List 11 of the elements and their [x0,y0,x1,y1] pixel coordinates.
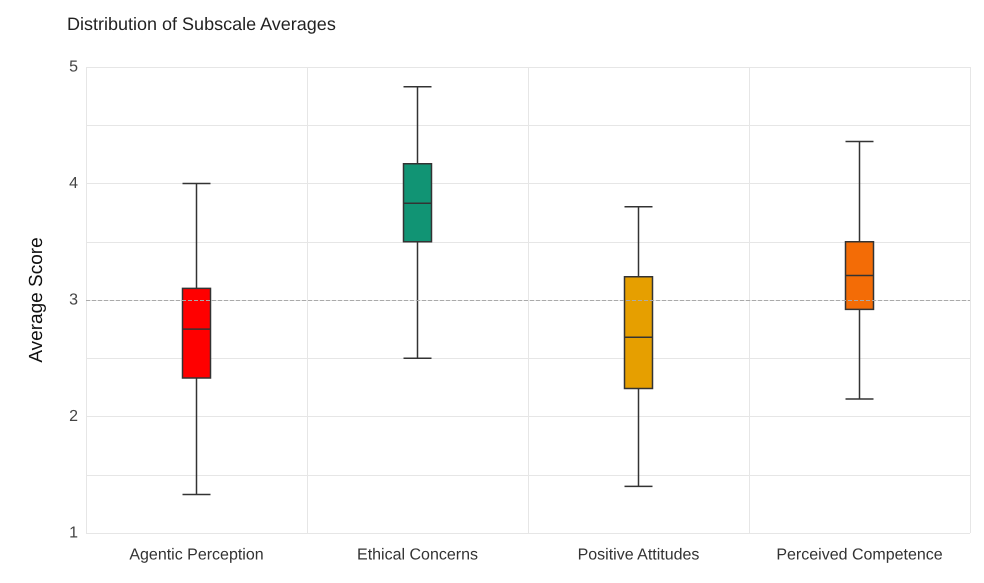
x-tick-label: Ethical Concerns [357,546,478,564]
x-tick-label: Positive Attitudes [578,546,700,564]
y-tick-label: 2 [69,408,78,425]
y-tick-label: 1 [69,524,78,542]
y-tick-label: 4 [69,175,78,192]
y-tick-label: 5 [69,58,78,76]
chart-title: Distribution of Subscale Averages [67,14,336,34]
x-tick-label: Perceived Competence [776,546,943,564]
x-tick-label: Agentic Perception [129,546,264,564]
y-axis-title: Average Score [26,237,47,363]
y-tick-label: 3 [69,292,78,308]
